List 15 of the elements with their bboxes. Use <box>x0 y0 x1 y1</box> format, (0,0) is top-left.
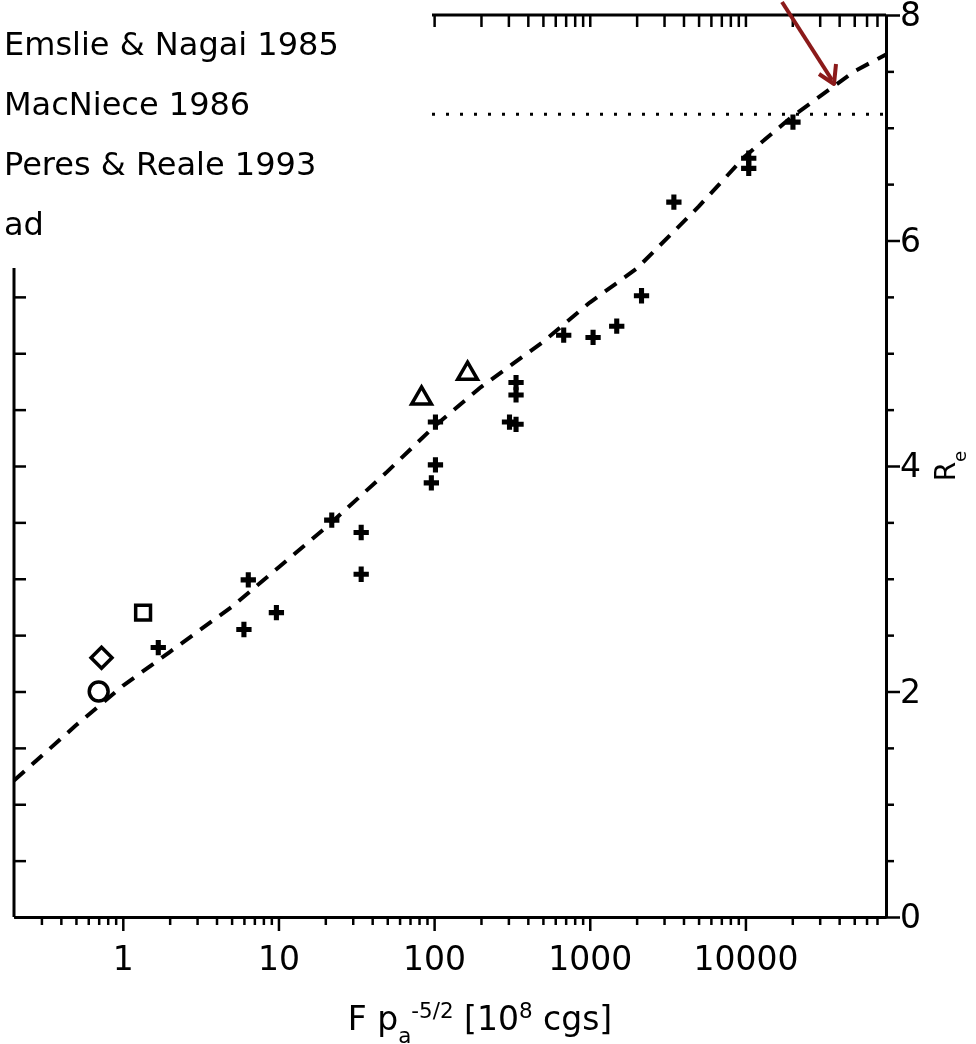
y-tick-label: 0 <box>900 897 921 937</box>
x-tick-label: 1 <box>112 939 134 979</box>
annotation: MacNiece 1986 <box>4 85 251 123</box>
annotation: Peres & Reale 1993 <box>4 145 317 183</box>
y-tick-label: 2 <box>900 671 921 711</box>
x-tick-label: 1000 <box>548 939 633 979</box>
annotation: Emslie & Nagai 1985 <box>4 25 339 63</box>
y-tick-label: 4 <box>900 446 921 486</box>
x-tick-label: 100 <box>403 939 467 979</box>
y-tick-label: 6 <box>900 220 921 260</box>
annotation: ad <box>4 205 44 243</box>
x-tick-label: 10000 <box>693 939 799 979</box>
x-axis-title: F p$_{a}$$^{-5/2}$ [10$^{8}$ cgs] <box>347 997 613 1044</box>
y-tick-label: 8 <box>900 0 921 35</box>
x-tick-label: 10 <box>257 939 300 979</box>
